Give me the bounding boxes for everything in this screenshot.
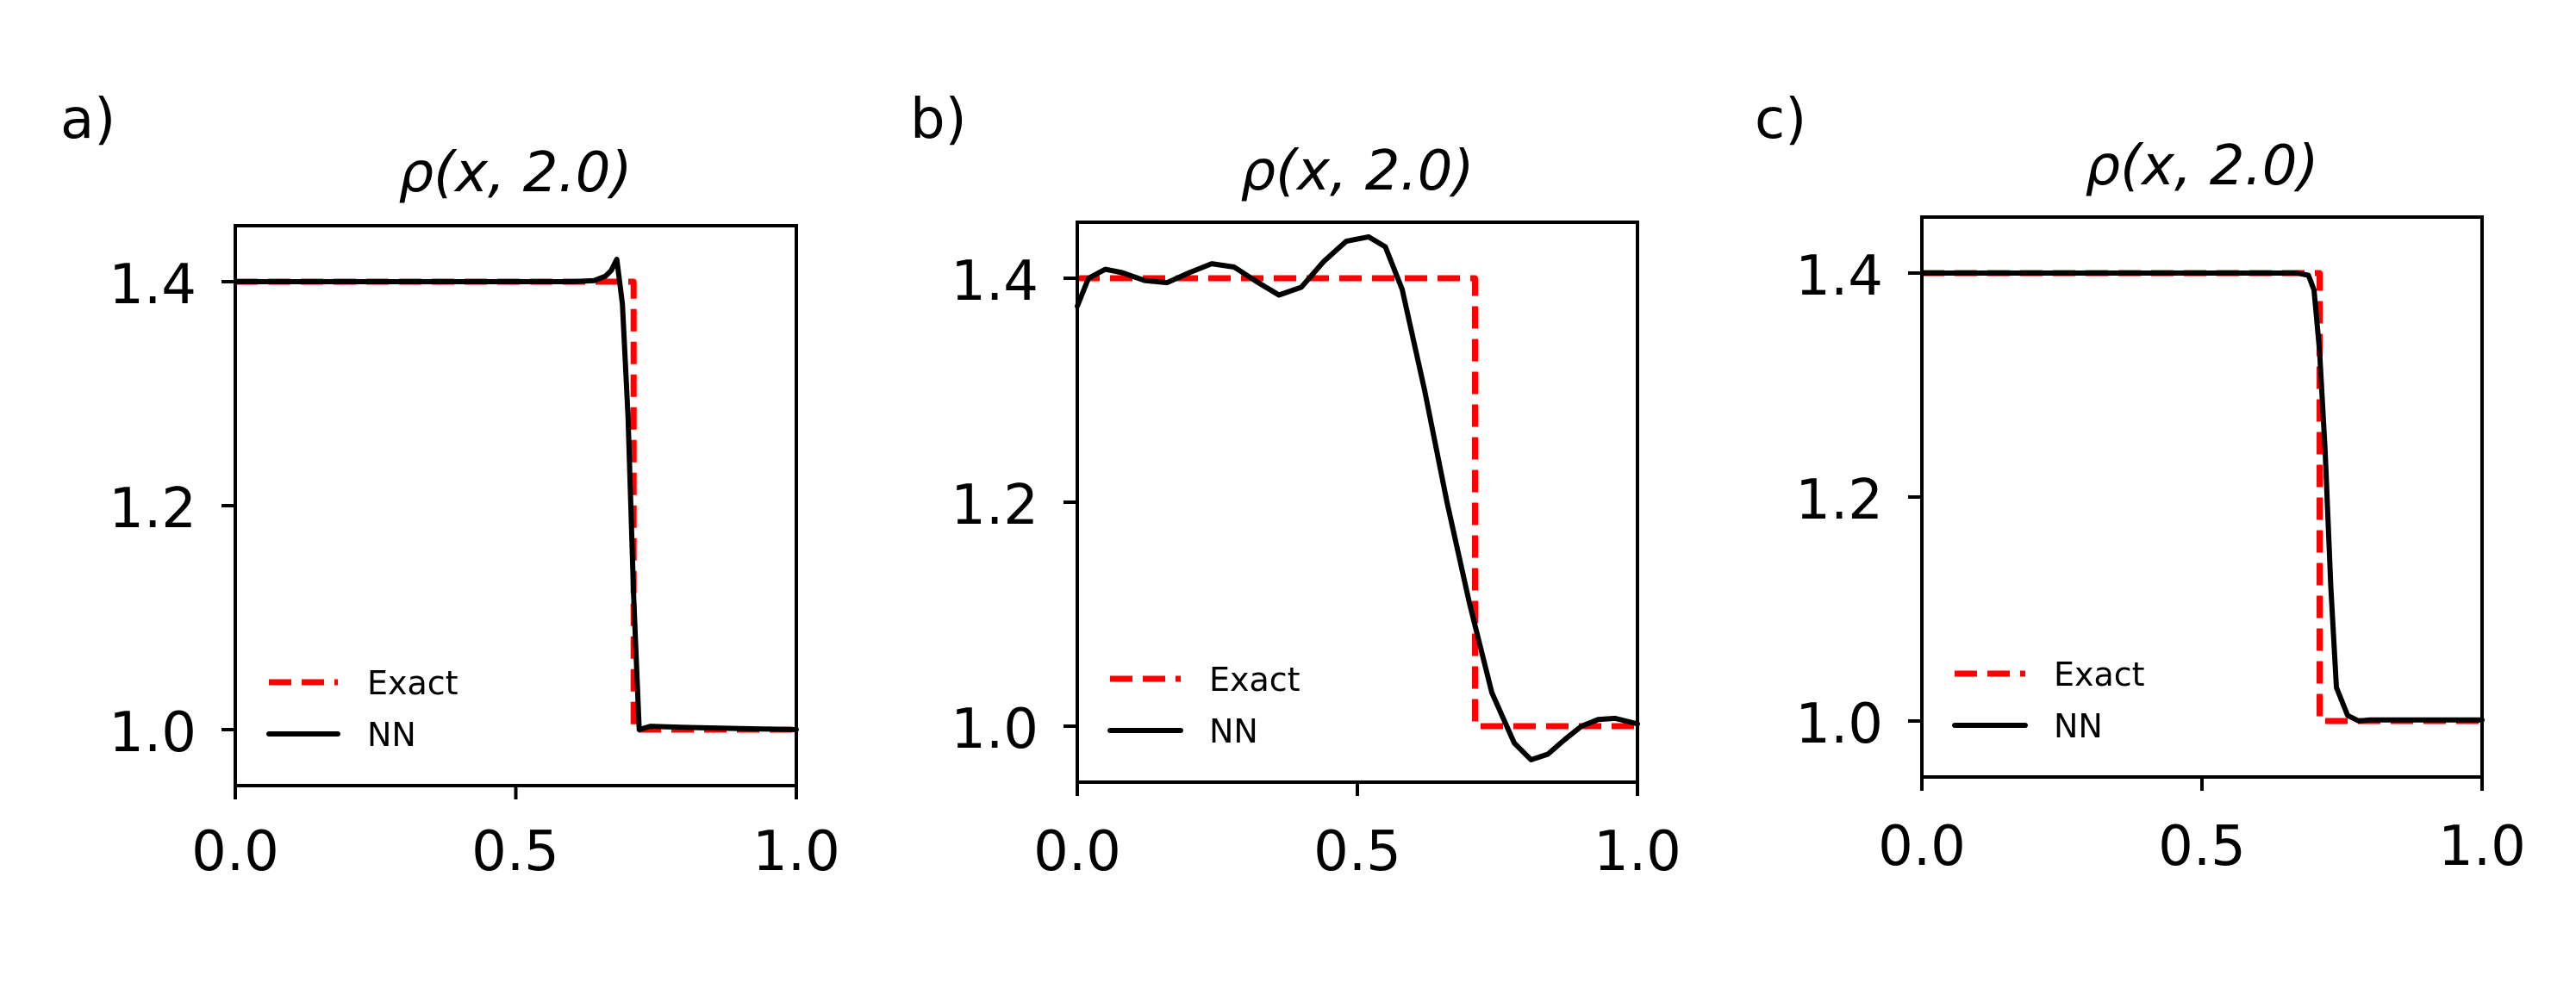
- panel-b-y-ticks: 1.0 1.2 1.4: [951, 250, 1039, 761]
- panel-c-series-exact-line: [1922, 270, 2482, 724]
- panel-b-ytick-label-1: 1.2: [951, 474, 1039, 538]
- panel-c-y-ticks: 1.0 1.2 1.4: [1795, 245, 1883, 756]
- panel-b-title: ρ(x, 2.0): [1241, 140, 1475, 203]
- panel-b-plot-area: [1063, 221, 1640, 796]
- panel-a-legend: Exact NN: [266, 664, 458, 754]
- panel-a-ytick-label-0: 1.0: [109, 701, 196, 765]
- panel-c-axes-frame: [1920, 215, 2484, 779]
- panel-c-legend-exact-label: Exact: [2054, 656, 2145, 693]
- panel-b-ytick-label-0: 1.0: [951, 698, 1039, 761]
- panel-a-ytick-label-2: 1.4: [109, 253, 196, 317]
- panel-b-legend-nn-label: NN: [1209, 712, 1258, 750]
- panel-c-xtick-label-1: 0.5: [2158, 815, 2246, 879]
- panel-b-ytick-label-2: 1.4: [951, 250, 1039, 314]
- panel-c-ytick-label-1: 1.2: [1795, 469, 1883, 532]
- panel-c: c) ρ(x, 2.0) 0.0 0.5 1.0 1.0 1.2 1.4 Exa…: [1755, 88, 2526, 879]
- panel-a-xtick-label-1: 0.5: [471, 820, 559, 884]
- panel-b-xtick-label-1: 0.5: [1313, 820, 1401, 884]
- panel-b-letter: b): [910, 88, 967, 152]
- panel-c-title: ρ(x, 2.0): [2086, 134, 2319, 198]
- panel-a-legend-nn-label: NN: [367, 716, 416, 754]
- panel-c-letter: c): [1755, 88, 1806, 152]
- panel-b-xtick-label-2: 1.0: [1594, 820, 1681, 884]
- panel-a-xtick-label-0: 0.0: [191, 820, 279, 884]
- panel-a: a) ρ(x, 2.0) 0.0 0.5 1.0 1.0 1.2 1.4 Exa…: [60, 88, 840, 884]
- panel-c-legend: Exact NN: [1952, 656, 2145, 745]
- panel-c-x-ticks: 0.0 0.5 1.0: [1878, 815, 2526, 879]
- panel-b-series-nn-line: [1075, 233, 1640, 762]
- panel-a-ytick-label-1: 1.2: [109, 477, 196, 541]
- panel-b: b) ρ(x, 2.0) 0.0 0.5 1.0 1.0 1.2 1.4 Exa…: [910, 88, 1681, 884]
- panel-c-ytick-label-0: 1.0: [1795, 693, 1883, 756]
- panel-a-title: ρ(x, 2.0): [399, 141, 633, 205]
- panel-b-x-ticks: 0.0 0.5 1.0: [1033, 820, 1681, 884]
- panel-c-ytick-label-2: 1.4: [1795, 245, 1883, 308]
- panel-c-xtick-label-2: 1.0: [2438, 815, 2526, 879]
- panel-a-xtick-label-2: 1.0: [752, 820, 840, 884]
- panel-b-legend-exact-label: Exact: [1209, 661, 1300, 699]
- panel-a-x-ticks: 0.0 0.5 1.0: [191, 820, 840, 884]
- panel-a-plot-area: [221, 224, 799, 799]
- panel-a-y-ticks: 1.0 1.2 1.4: [109, 253, 196, 765]
- panel-b-legend: Exact NN: [1107, 661, 1300, 750]
- panel-b-series-exact-line: [1077, 275, 1637, 730]
- panel-a-series-exact-line: [235, 278, 796, 733]
- panel-a-series-nn-line: [233, 257, 799, 732]
- panel-b-axes-frame: [1076, 221, 1639, 784]
- panel-b-xtick-label-0: 0.0: [1033, 820, 1121, 884]
- panel-c-series-nn-line: [1919, 270, 2485, 724]
- panel-c-xtick-label-0: 0.0: [1878, 815, 1966, 879]
- panel-c-legend-nn-label: NN: [2054, 707, 2103, 745]
- panel-c-plot-area: [1908, 215, 2485, 791]
- panel-a-letter: a): [60, 88, 115, 152]
- panel-a-axes-frame: [234, 224, 798, 787]
- panel-a-legend-exact-label: Exact: [367, 664, 458, 702]
